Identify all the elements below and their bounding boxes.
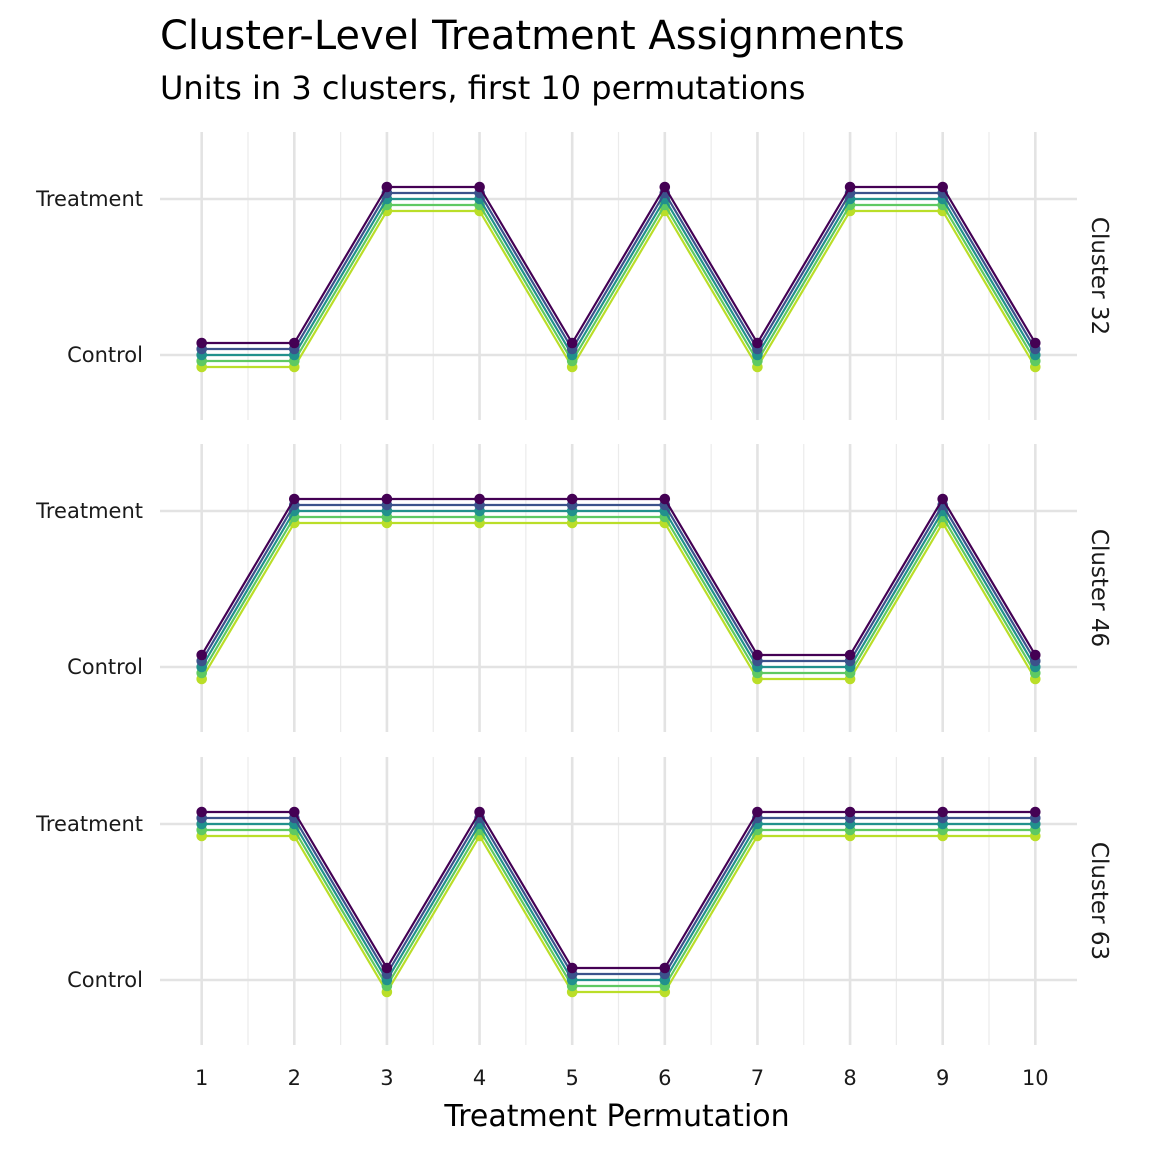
x-tick-label: 6 bbox=[658, 1066, 671, 1090]
series-line-unit-2 bbox=[201, 816, 1036, 976]
x-tick-label: 1 bbox=[195, 1066, 208, 1090]
x-tick-label: 3 bbox=[380, 1066, 393, 1090]
panel-2: Control Treatment Cluster 46 bbox=[35, 444, 1112, 732]
y-tick-label-treatment: Treatment bbox=[35, 812, 143, 836]
data-point bbox=[566, 337, 578, 349]
y-tick-label-control: Control bbox=[67, 343, 143, 367]
data-point bbox=[381, 181, 393, 193]
x-tick-label: 2 bbox=[288, 1066, 301, 1090]
series-line-unit-1 bbox=[201, 185, 1037, 345]
data-point bbox=[196, 649, 207, 661]
strip-label: Cluster 32 bbox=[1086, 217, 1112, 335]
series-line-unit-2 bbox=[201, 191, 1037, 351]
series-line-unit-3 bbox=[201, 822, 1036, 982]
panels-layer: Control Treatment Cluster 32 Control Treatme… bbox=[35, 132, 1112, 1045]
data-point bbox=[381, 962, 393, 974]
series-line-unit-1 bbox=[200, 497, 1037, 657]
data-point bbox=[937, 181, 948, 193]
data-point bbox=[752, 649, 763, 661]
data-point bbox=[566, 493, 578, 505]
data-point bbox=[659, 181, 671, 193]
series-line-unit-3 bbox=[201, 197, 1037, 357]
data-point bbox=[844, 181, 856, 193]
strip-label: Cluster 63 bbox=[1086, 842, 1112, 960]
panel-3: Control Treatment Cluster 63 bbox=[35, 757, 1112, 1045]
data-point bbox=[937, 806, 948, 818]
x-tick-label: 5 bbox=[565, 1066, 578, 1090]
data-point bbox=[566, 962, 578, 974]
y-tick-label-treatment: Treatment bbox=[35, 187, 143, 211]
x-tick-label: 4 bbox=[473, 1066, 486, 1090]
series-line-unit-5 bbox=[201, 209, 1037, 369]
data-point bbox=[381, 493, 393, 505]
strip-label: Cluster 46 bbox=[1086, 529, 1112, 647]
series-line-unit-2 bbox=[200, 503, 1037, 663]
data-point bbox=[474, 181, 485, 193]
data-point bbox=[1030, 337, 1041, 349]
data-point bbox=[752, 806, 763, 818]
series-line-unit-4 bbox=[201, 828, 1036, 988]
data-point bbox=[289, 493, 300, 505]
series-line-unit-5 bbox=[201, 834, 1036, 994]
data-point bbox=[474, 493, 485, 505]
data-point bbox=[1030, 806, 1041, 818]
series-line-unit-3 bbox=[200, 509, 1037, 669]
x-axis: 1 2 3 4 5 6 7 8 9 10 bbox=[195, 1066, 1049, 1090]
x-tick-label: 9 bbox=[936, 1066, 949, 1090]
data-point bbox=[196, 806, 207, 818]
series-line-unit-5 bbox=[200, 521, 1037, 681]
data-point bbox=[289, 806, 300, 818]
data-point bbox=[1030, 649, 1041, 661]
series-line-unit-4 bbox=[200, 515, 1037, 675]
data-point bbox=[752, 337, 763, 349]
x-tick-label: 10 bbox=[1022, 1066, 1049, 1090]
data-point bbox=[196, 337, 207, 349]
series-line-unit-4 bbox=[201, 203, 1037, 363]
data-point bbox=[659, 493, 671, 505]
x-tick-label: 8 bbox=[843, 1066, 856, 1090]
data-point bbox=[659, 962, 671, 974]
y-tick-label-control: Control bbox=[67, 655, 143, 679]
data-point bbox=[937, 493, 948, 505]
y-tick-label-control: Control bbox=[67, 968, 143, 992]
panel-1: Control Treatment Cluster 32 bbox=[35, 132, 1112, 420]
data-point bbox=[289, 337, 300, 349]
series-line-unit-1 bbox=[201, 810, 1036, 970]
x-tick-label: 7 bbox=[751, 1066, 764, 1090]
data-point bbox=[844, 806, 856, 818]
x-axis-title: Treatment Permutation bbox=[443, 1099, 789, 1134]
chart-title: Cluster-Level Treatment Assignments bbox=[160, 13, 905, 59]
chart-subtitle: Units in 3 clusters, first 10 permutatio… bbox=[160, 69, 806, 107]
data-point bbox=[474, 806, 485, 818]
y-tick-label-treatment: Treatment bbox=[35, 499, 143, 523]
data-point bbox=[844, 649, 856, 661]
